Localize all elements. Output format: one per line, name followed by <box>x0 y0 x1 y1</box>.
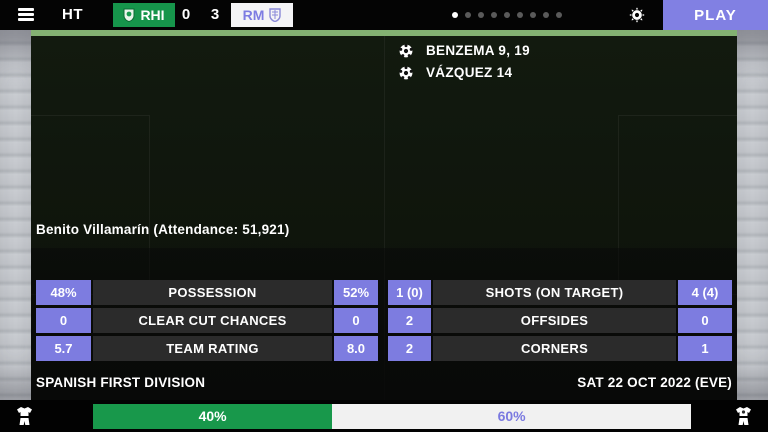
football-icon <box>399 43 413 57</box>
away-stat-value: 4 (4) <box>678 280 732 305</box>
stat-label: CORNERS <box>433 336 676 361</box>
football-icon <box>399 65 413 79</box>
play-button[interactable]: PLAY <box>663 0 768 30</box>
away-stat-value: 0 <box>334 308 378 333</box>
top-bar: HT RHI 0 3 RM <box>0 0 768 30</box>
stat-row-clear-cut-chances: 0 CLEAR CUT CHANCES 0 <box>36 308 378 333</box>
stat-label: TEAM RATING <box>93 336 332 361</box>
away-team-badge[interactable]: RM <box>231 3 293 27</box>
goal-event-row: BENZEMA 9, 19 <box>399 43 530 58</box>
stat-row-offsides: 2 OFFSIDES 0 <box>388 308 732 333</box>
halfway-line <box>384 36 385 400</box>
page-dot[interactable] <box>478 12 484 18</box>
page-dot[interactable] <box>556 12 562 18</box>
away-stat-value: 1 <box>678 336 732 361</box>
away-team-abbr: RM <box>242 7 265 23</box>
home-stat-value: 1 (0) <box>388 280 431 305</box>
away-possession-label: 60% <box>497 408 526 424</box>
stat-row-corners: 2 CORNERS 1 <box>388 336 732 361</box>
stat-label: POSSESSION <box>93 280 332 305</box>
settings-gear-icon[interactable] <box>628 6 646 24</box>
home-stat-value: 48% <box>36 280 91 305</box>
stat-label: SHOTS (ON TARGET) <box>433 280 676 305</box>
page-dot[interactable] <box>491 12 497 18</box>
match-period-label: HT <box>62 6 83 23</box>
away-stat-value: 8.0 <box>334 336 378 361</box>
stadium-stand-left <box>0 30 31 400</box>
page-dot[interactable] <box>452 12 458 18</box>
home-stat-value: 2 <box>388 336 431 361</box>
away-stat-value: 0 <box>678 308 732 333</box>
page-dot[interactable] <box>465 12 471 18</box>
goal-event-text: VÁZQUEZ 14 <box>426 65 513 80</box>
home-kit-icon[interactable] <box>16 406 33 426</box>
stat-label: OFFSIDES <box>433 308 676 333</box>
match-meta-row: SPANISH FIRST DIVISION SAT 22 OCT 2022 (… <box>36 375 732 390</box>
match-view: BENZEMA 9, 19 VÁZQUEZ 14 <box>0 30 768 400</box>
possession-bar: 40% 60% <box>93 403 691 429</box>
venue-attendance-label: Benito Villamarín (Attendance: 51,921) <box>36 222 290 237</box>
stats-table-left: 48% POSSESSION 52% 0 CLEAR CUT CHANCES 0… <box>36 280 378 361</box>
home-score: 0 <box>181 6 191 23</box>
touchline-strip <box>31 30 737 36</box>
possession-bar-container: 40% 60% <box>0 400 768 432</box>
stats-tables: 48% POSSESSION 52% 0 CLEAR CUT CHANCES 0… <box>31 280 737 361</box>
away-score: 3 <box>210 6 220 23</box>
stats-table-right: 1 (0) SHOTS (ON TARGET) 4 (4) 2 OFFSIDES… <box>388 280 732 361</box>
away-possession-segment: 60% <box>332 403 691 429</box>
home-possession-segment: 40% <box>93 403 333 429</box>
home-team-badge[interactable]: RHI <box>113 3 175 27</box>
page-dots <box>452 12 562 18</box>
goal-event-text: BENZEMA 9, 19 <box>426 43 530 58</box>
home-crest-icon <box>123 8 135 22</box>
stat-row-possession: 48% POSSESSION 52% <box>36 280 378 305</box>
stat-row-team-rating: 5.7 TEAM RATING 8.0 <box>36 336 378 361</box>
stadium-stand-right <box>737 30 768 400</box>
home-stat-value: 0 <box>36 308 91 333</box>
competition-label: SPANISH FIRST DIVISION <box>36 375 206 390</box>
away-stat-value: 52% <box>334 280 378 305</box>
pitch: BENZEMA 9, 19 VÁZQUEZ 14 <box>31 30 737 400</box>
home-possession-label: 40% <box>198 408 227 424</box>
page-dot[interactable] <box>504 12 510 18</box>
page-dot[interactable] <box>530 12 536 18</box>
away-crest-icon <box>269 8 282 22</box>
stat-label: CLEAR CUT CHANCES <box>93 308 332 333</box>
stats-panel: Benito Villamarín (Attendance: 51,921) 4… <box>31 222 737 400</box>
menu-icon[interactable] <box>18 8 34 21</box>
home-team-abbr: RHI <box>140 7 165 23</box>
page-dot[interactable] <box>517 12 523 18</box>
home-stat-value: 5.7 <box>36 336 91 361</box>
page-dot[interactable] <box>543 12 549 18</box>
match-date-label: SAT 22 OCT 2022 (EVE) <box>577 375 732 390</box>
away-kit-icon[interactable] <box>735 406 752 426</box>
goal-event-row: VÁZQUEZ 14 <box>399 65 530 80</box>
home-stat-value: 2 <box>388 308 431 333</box>
goal-events: BENZEMA 9, 19 VÁZQUEZ 14 <box>399 43 530 80</box>
stat-row-shots: 1 (0) SHOTS (ON TARGET) 4 (4) <box>388 280 732 305</box>
